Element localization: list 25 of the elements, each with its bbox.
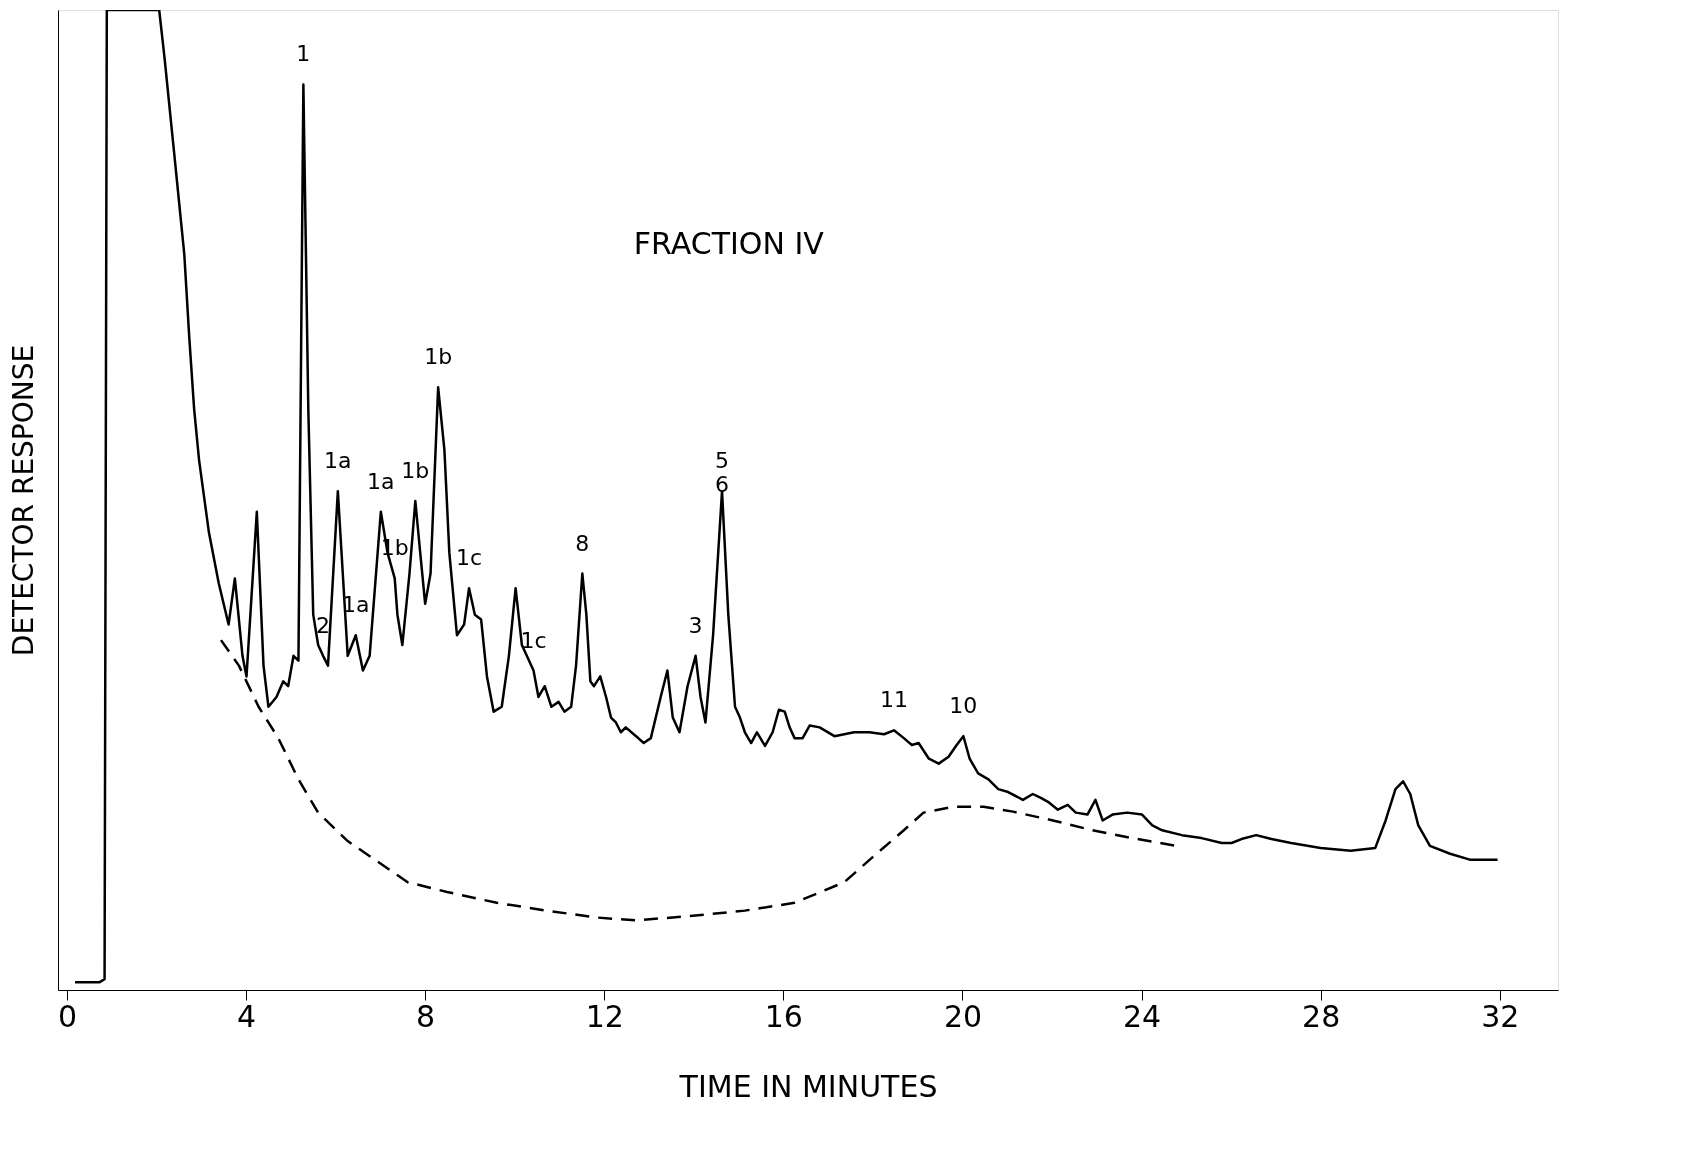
- annotation: 1c: [520, 627, 547, 653]
- y-axis-title: DETECTOR RESPONSE: [6, 344, 40, 657]
- annotation: 2: [316, 612, 331, 638]
- annotation: 1b: [401, 457, 430, 483]
- annotation: 8: [575, 530, 590, 556]
- x-tick-label: 4: [237, 998, 257, 1034]
- x-tick-label: 28: [1302, 998, 1341, 1034]
- annotation: 5 6: [715, 448, 730, 498]
- annotation: 1a: [367, 468, 395, 494]
- annotation: 1c: [456, 545, 483, 571]
- annotation: 3: [688, 612, 703, 638]
- x-tick-label: 8: [416, 998, 436, 1034]
- x-tick-label: 16: [764, 998, 803, 1034]
- text: FRACTION IV: [633, 225, 825, 261]
- x-axis-title: TIME IN MINUTES: [678, 1068, 938, 1104]
- annotation: 1a: [324, 448, 352, 474]
- annotation: 1b: [424, 344, 453, 370]
- annotation: 1: [296, 41, 311, 67]
- annotation: 11: [879, 687, 908, 713]
- x-tick-label: 20: [943, 998, 983, 1034]
- x-tick-label: 32: [1481, 998, 1520, 1034]
- x-tick-label: 24: [1122, 998, 1162, 1034]
- annotation: 10: [949, 693, 978, 719]
- x-tick-label: 12: [585, 998, 624, 1034]
- x-tick-label: 0: [57, 998, 77, 1034]
